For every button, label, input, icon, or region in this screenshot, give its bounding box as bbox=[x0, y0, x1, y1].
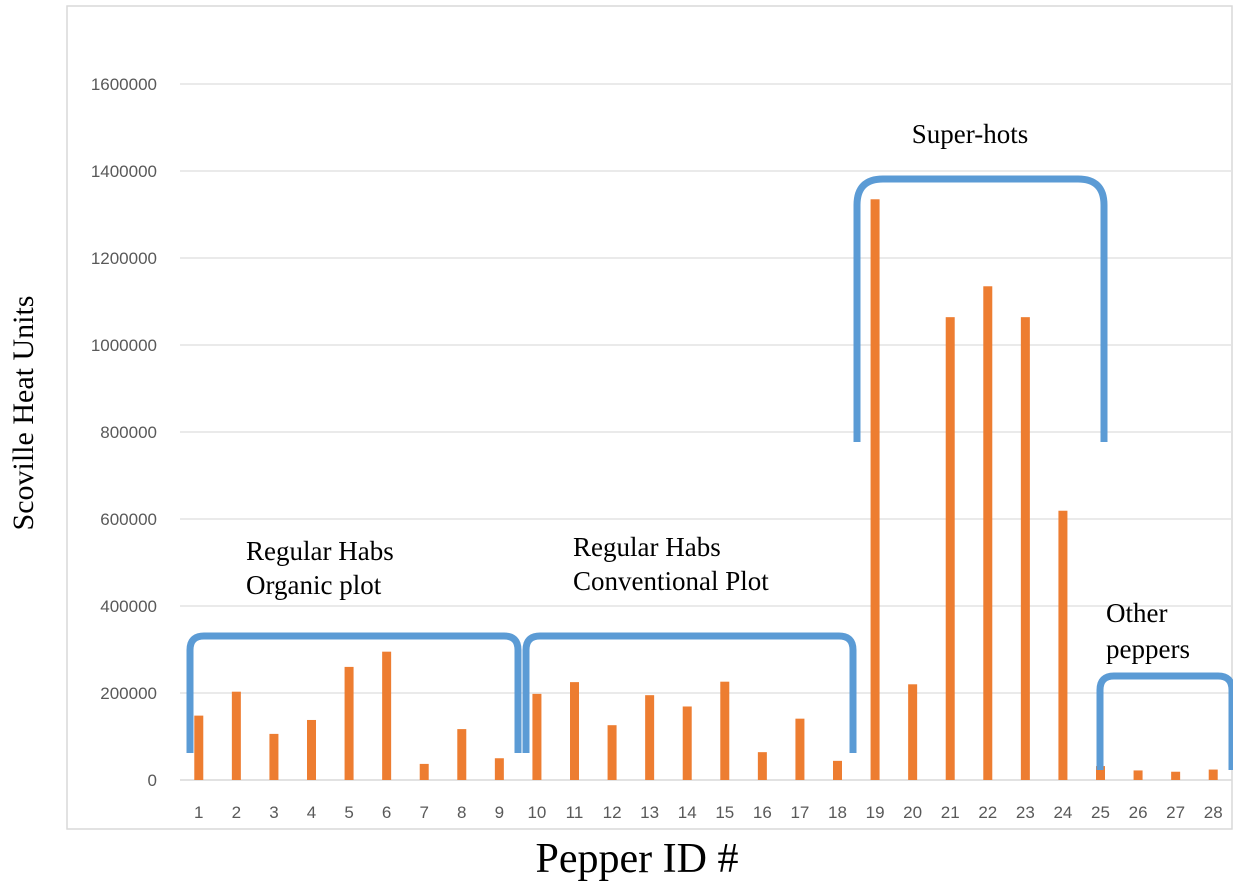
x-tick-label: 6 bbox=[382, 803, 391, 822]
x-tick-label: 4 bbox=[307, 803, 316, 822]
x-tick-label: 17 bbox=[790, 803, 809, 822]
x-tick-label: 2 bbox=[232, 803, 241, 822]
bar bbox=[795, 718, 805, 780]
x-tick-label: 23 bbox=[1016, 803, 1035, 822]
chart-area-border bbox=[66, 5, 1233, 830]
y-tick-label: 800000 bbox=[100, 423, 157, 442]
bar bbox=[945, 317, 955, 780]
x-tick-label: 10 bbox=[527, 803, 546, 822]
y-tick-label: 600000 bbox=[100, 510, 157, 529]
group-label-line: Organic plot bbox=[246, 570, 382, 600]
bar bbox=[382, 651, 392, 780]
x-tick-label: 28 bbox=[1204, 803, 1223, 822]
bar bbox=[457, 729, 467, 780]
x-tick-label: 20 bbox=[903, 803, 922, 822]
group-annotations: Regular Habs Organic plot Regular Habs Conv… bbox=[246, 119, 1190, 664]
bar bbox=[1058, 510, 1068, 780]
bar bbox=[194, 715, 204, 780]
x-tick-label: 22 bbox=[978, 803, 997, 822]
x-tick-label: 5 bbox=[344, 803, 353, 822]
x-tick-label: 24 bbox=[1053, 803, 1072, 822]
x-tick-label: 14 bbox=[678, 803, 697, 822]
y-tick-label: 0 bbox=[148, 771, 157, 790]
x-tick-label: 7 bbox=[419, 803, 428, 822]
bar bbox=[908, 684, 918, 780]
group-brackets bbox=[186, 175, 1233, 770]
x-axis-title: Pepper ID # bbox=[536, 836, 739, 882]
bar bbox=[645, 695, 655, 780]
x-tick-label: 3 bbox=[269, 803, 278, 822]
group-label-line: Regular Habs bbox=[246, 536, 394, 566]
x-tick-label: 8 bbox=[457, 803, 466, 822]
bar bbox=[1096, 766, 1105, 780]
x-tick-label: 9 bbox=[495, 803, 504, 822]
bar bbox=[1208, 769, 1218, 780]
group-label-line: Regular Habs bbox=[573, 532, 721, 562]
bar bbox=[231, 691, 241, 780]
bar bbox=[532, 693, 542, 780]
y-tick-label: 200000 bbox=[100, 684, 157, 703]
bar bbox=[1171, 771, 1181, 780]
y-tick-label: 1400000 bbox=[91, 162, 157, 181]
x-tick-label: 12 bbox=[603, 803, 622, 822]
bar bbox=[494, 758, 504, 780]
x-tick-label: 18 bbox=[828, 803, 847, 822]
group-bracket bbox=[1096, 672, 1233, 770]
bar bbox=[607, 725, 617, 780]
x-tick-label: 19 bbox=[866, 803, 885, 822]
y-tick-label: 1000000 bbox=[91, 336, 157, 355]
bar bbox=[720, 681, 730, 780]
bar bbox=[1133, 770, 1143, 780]
y-axis-title: Scoville Heat Units bbox=[7, 296, 40, 531]
y-tick-label: 400000 bbox=[100, 597, 157, 616]
x-tick-label: 1 bbox=[194, 803, 203, 822]
group-bracket bbox=[853, 175, 1108, 442]
x-tick-label: 21 bbox=[941, 803, 960, 822]
bar bbox=[757, 752, 767, 780]
group-label-line: Other bbox=[1106, 598, 1167, 628]
bar bbox=[983, 286, 993, 780]
group-label-line: Super-hots bbox=[912, 119, 1028, 149]
group-label-line: Conventional Plot bbox=[573, 566, 769, 596]
x-tick-label: 26 bbox=[1129, 803, 1148, 822]
bar bbox=[570, 682, 579, 780]
bar bbox=[307, 719, 316, 780]
x-tick-label: 15 bbox=[715, 803, 734, 822]
x-tick-label: 13 bbox=[640, 803, 659, 822]
bar bbox=[1020, 317, 1030, 780]
x-axis-ticks: 1 2 3 4 5 6 7 8 9 10 11 12 13 14 15 16 17 18 19 20 21 22 23 24 2… bbox=[194, 803, 1223, 822]
group-label-line: peppers bbox=[1106, 634, 1190, 664]
bar bbox=[833, 760, 842, 780]
x-tick-label: 25 bbox=[1091, 803, 1110, 822]
gridlines bbox=[180, 83, 1232, 781]
bar bbox=[682, 706, 692, 780]
x-tick-label: 27 bbox=[1166, 803, 1185, 822]
group-bracket bbox=[186, 632, 522, 753]
x-tick-label: 11 bbox=[566, 803, 584, 822]
bar bbox=[419, 763, 429, 780]
y-axis-ticks: 0 200000 400000 600000 800000 1000000 1200000 1… bbox=[91, 75, 157, 790]
x-tick-label: 16 bbox=[753, 803, 772, 822]
y-tick-label: 1200000 bbox=[91, 249, 157, 268]
y-tick-label: 1600000 bbox=[91, 75, 157, 94]
bar-series bbox=[194, 199, 1218, 780]
bar bbox=[344, 666, 354, 780]
bar bbox=[870, 199, 880, 780]
bar bbox=[269, 733, 279, 780]
group-bracket bbox=[522, 632, 857, 753]
